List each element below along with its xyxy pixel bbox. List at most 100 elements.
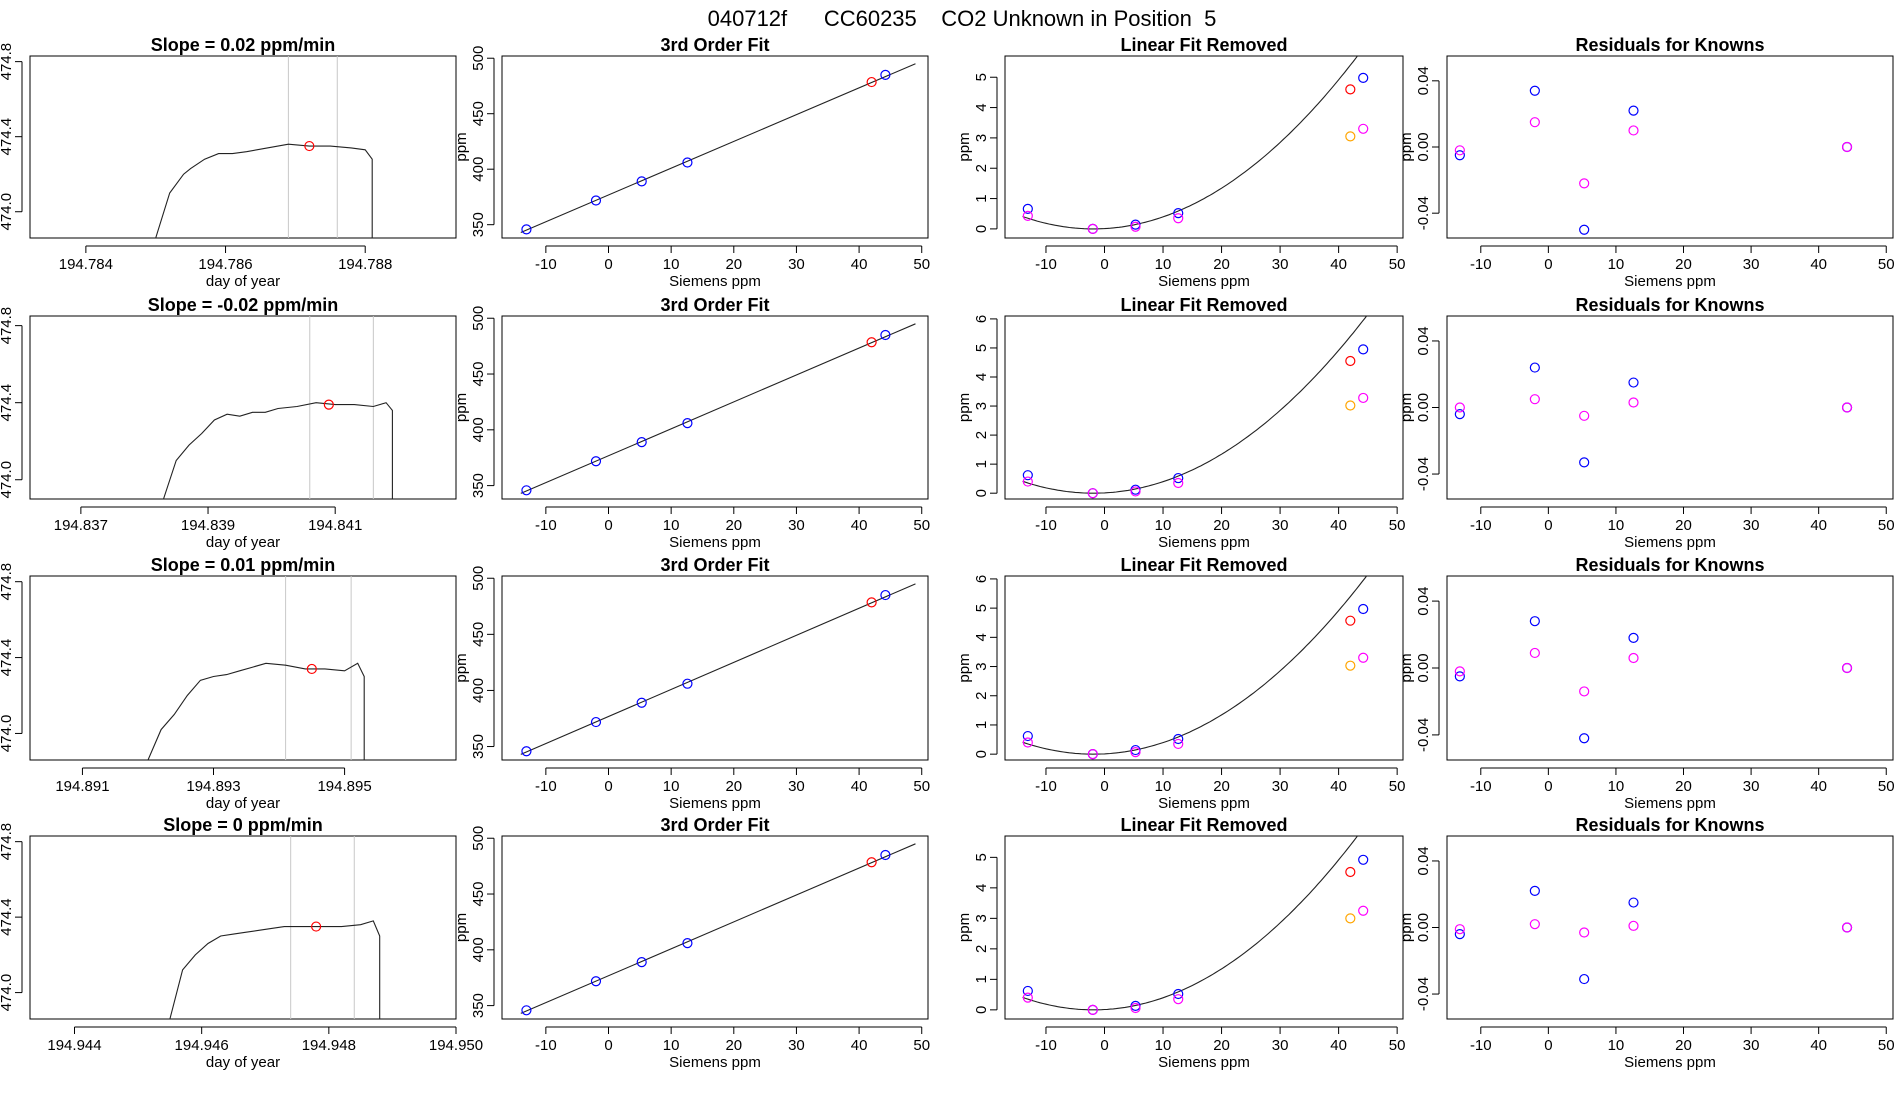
data-point-red [866, 76, 877, 88]
x-axis-label: Siemens ppm [1158, 273, 1250, 290]
data-point-magenta [1579, 410, 1590, 421]
x-axis-label: day of year [206, 273, 280, 290]
x-tick-label: 30 [1743, 1037, 1760, 1054]
x-tick-label: 20 [725, 1037, 742, 1054]
x-tick-label: 194.784 [59, 256, 113, 273]
mean-point [311, 921, 322, 932]
panel-title: Residuals for Knowns [1575, 295, 1764, 315]
data-point-magenta [1628, 397, 1639, 408]
x-tick-label: 194.837 [54, 517, 108, 534]
x-tick-label: -10 [535, 517, 557, 534]
y-tick-label: 1 [973, 460, 990, 468]
panel-title: Residuals for Knowns [1575, 35, 1764, 55]
x-tick-label: 0 [604, 778, 612, 795]
plot-area [1454, 616, 1853, 744]
data-point-red [866, 597, 877, 608]
data-point-magenta [1022, 476, 1033, 487]
data-point-blue [682, 938, 693, 949]
data-point-blue [1173, 472, 1184, 484]
data-point-blue [880, 849, 891, 861]
y-tick-label: 1 [973, 194, 990, 202]
y-tick-label: 450 [470, 362, 487, 387]
data-point-orange [1345, 660, 1356, 671]
y-tick-label: 474.4 [0, 898, 15, 936]
y-tick-label: 500 [470, 566, 487, 591]
data-point-magenta [1841, 662, 1853, 674]
x-tick-label: 40 [1810, 1037, 1827, 1054]
data-point-magenta [1173, 213, 1184, 224]
data-point-magenta [1087, 223, 1098, 234]
plot-area [1022, 56, 1369, 234]
y-tick-label: -0.04 [1415, 718, 1432, 752]
x-tick-label: 20 [1213, 778, 1230, 795]
x-tick-label: 194.944 [47, 1037, 101, 1054]
x-tick-label: 194.891 [55, 778, 109, 795]
data-point-blue [1358, 344, 1369, 355]
data-point-red [1345, 84, 1356, 95]
data-point-magenta [1358, 123, 1369, 134]
panel-r2-linear-removed: Linear Fit Removed-10 0 10 20 30 40 50Siemens … [956, 555, 1405, 812]
data-point-magenta [1358, 652, 1369, 663]
data-point-blue [1529, 616, 1540, 627]
y-tick-label: 3 [973, 662, 990, 670]
fit-curve [1022, 316, 1368, 494]
x-tick-label: 0 [604, 1037, 612, 1054]
y-tick-label: 0.04 [1415, 66, 1432, 95]
x-tick-label: -10 [1035, 517, 1057, 534]
panel-r1-fit: 3rd Order Fit -10 0 10 20 30 40 50 Siemens ppm 35… [453, 295, 930, 551]
data-point-magenta [1529, 647, 1540, 659]
x-tick-label: 30 [1272, 256, 1289, 273]
fit-line [520, 63, 916, 233]
data-point-blue [1173, 733, 1184, 745]
y-tick-label: 474.8 [0, 43, 15, 81]
x-tick-label: 10 [663, 256, 680, 273]
y-tick-label: 0.04 [1415, 326, 1432, 355]
plot-area [1022, 316, 1369, 499]
data-point-blue [1358, 72, 1369, 83]
panel-grid: Slope = 0.02 ppm/min 194.784 194.786 194.78… [0, 35, 1895, 1071]
x-tick-label: 20 [725, 517, 742, 534]
y-axis-label: ppm [1398, 913, 1415, 942]
y-tick-label: 0.00 [1415, 132, 1432, 161]
plot-frame [1446, 575, 1894, 761]
x-tick-label: 10 [663, 517, 680, 534]
x-axis-label: day of year [206, 534, 280, 551]
y-tick-label: 5 [973, 853, 990, 861]
x-tick-label: 20 [1675, 1037, 1692, 1054]
x-tick-label: 0 [1100, 517, 1108, 534]
y-tick-label: 0.00 [1415, 393, 1432, 422]
panel-r0-residuals: Residuals for Knowns -10 0 10 20 30 40 50 Siemen… [1398, 35, 1895, 290]
data-point-magenta [1529, 919, 1540, 930]
x-tick-label: 40 [1330, 1037, 1347, 1054]
data-point-blue [1579, 973, 1590, 985]
y-tick-label: 350 [470, 212, 487, 237]
data-point-magenta [1130, 221, 1141, 232]
y-tick-label: 5 [973, 344, 990, 352]
x-tick-label: 10 [1155, 256, 1172, 273]
x-tick-label: 40 [1810, 517, 1827, 534]
x-tick-label: -10 [1470, 517, 1492, 534]
data-point-blue [1022, 470, 1033, 481]
panel-r1-residuals: Residuals for Knowns -10 0 10 20 30 40 50 Siemen… [1398, 295, 1895, 551]
x-tick-label: 30 [1743, 256, 1760, 273]
x-tick-label: 50 [1389, 517, 1406, 534]
plot-frame [1446, 55, 1894, 239]
x-tick-label: 50 [1878, 1037, 1895, 1054]
plot-area [162, 316, 393, 499]
data-point-blue [521, 746, 532, 757]
plot-area [1454, 85, 1853, 235]
plot-frame [1446, 835, 1894, 1020]
x-tick-label: 0 [1544, 256, 1552, 273]
data-point-blue [1628, 105, 1639, 116]
plot-area [520, 63, 916, 235]
data-point-blue [1173, 988, 1184, 1000]
x-tick-label: 10 [1155, 778, 1172, 795]
y-tick-label: 0 [973, 489, 990, 497]
x-tick-label: 0 [1100, 256, 1108, 273]
x-tick-label: -10 [1035, 778, 1057, 795]
y-tick-label: 6 [973, 575, 990, 583]
x-tick-label: 50 [1878, 517, 1895, 534]
x-tick-label: 0 [1544, 517, 1552, 534]
data-point-blue [590, 716, 602, 728]
panel-r3-time-trace: Slope = 0 ppm/min 194.944 194.946 194.948 19… [0, 815, 483, 1071]
